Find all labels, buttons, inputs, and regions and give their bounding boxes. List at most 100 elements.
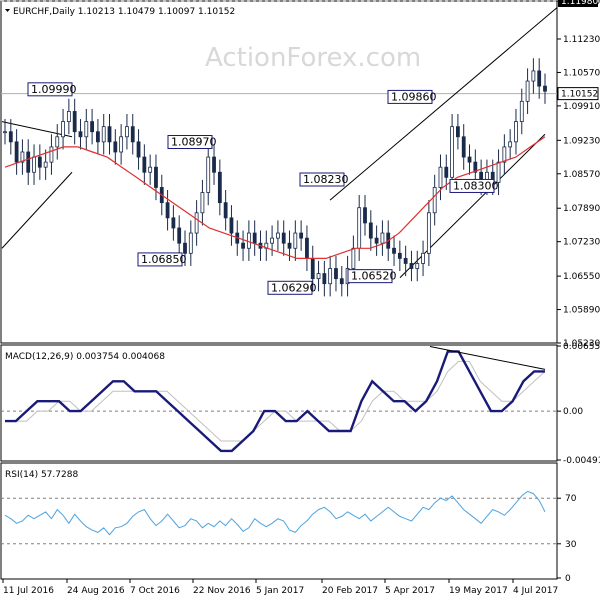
candle-body bbox=[287, 242, 292, 249]
candle-body bbox=[3, 131, 7, 134]
candle-body bbox=[61, 121, 65, 138]
price-ytick-label: 1.11230 bbox=[563, 35, 600, 45]
annotation-box bbox=[267, 280, 313, 295]
candle-body bbox=[537, 70, 542, 87]
candle-body bbox=[130, 126, 135, 143]
candle-body bbox=[142, 156, 147, 173]
price-ytick-label: 1.05890 bbox=[563, 306, 600, 316]
candle-body bbox=[496, 161, 501, 183]
chart-header: EURCHF,Daily 1.10213 1.10479 1.10097 1.1… bbox=[13, 7, 235, 17]
top-level-label: 1.11980 bbox=[561, 0, 598, 7]
candle-body bbox=[473, 161, 478, 173]
candle-body bbox=[223, 202, 228, 219]
candle-body bbox=[305, 237, 309, 259]
annotation-box bbox=[387, 89, 433, 104]
price-ytick-label: 1.07230 bbox=[563, 238, 600, 248]
watermark: ActionForex.com bbox=[205, 43, 421, 73]
macd-lines bbox=[1, 346, 557, 453]
candle-body bbox=[270, 237, 274, 244]
x-tick-label: 24 Aug 2016 bbox=[67, 586, 125, 596]
candle-body bbox=[293, 232, 298, 249]
annotation-label: 1.09990 bbox=[31, 83, 77, 96]
candle-body bbox=[84, 121, 89, 138]
candle-body bbox=[217, 171, 222, 204]
annotation-box bbox=[27, 82, 73, 97]
candle-body bbox=[188, 232, 193, 254]
candle-body bbox=[212, 156, 216, 173]
candle-body bbox=[450, 126, 454, 178]
x-tick-label: 11 Jul 2016 bbox=[3, 586, 54, 596]
candle-body bbox=[72, 111, 77, 133]
candle-body bbox=[334, 268, 338, 280]
price-grid bbox=[1, 0, 557, 95]
candle-body bbox=[456, 126, 460, 138]
price-ytick-label: 1.09910 bbox=[563, 102, 600, 112]
candle-body bbox=[78, 131, 83, 138]
price-ytick-label: 1.10570 bbox=[563, 68, 600, 78]
price-ytick-label: 1.09230 bbox=[563, 136, 600, 146]
rsi-panel bbox=[0, 462, 558, 580]
candle-body bbox=[148, 166, 153, 173]
candle-body bbox=[252, 232, 257, 244]
last-price-label: 1.10152 bbox=[561, 90, 598, 100]
candle-body bbox=[37, 156, 42, 168]
candle-body bbox=[409, 263, 414, 269]
candle-body bbox=[281, 232, 286, 244]
candle-body bbox=[368, 222, 373, 239]
candle-body bbox=[543, 85, 547, 92]
macd-ytick-label: 0.00 bbox=[563, 407, 583, 417]
candle-body bbox=[322, 273, 327, 285]
macd-yaxis: 0.006554 0.00 -0.004916 bbox=[557, 342, 600, 466]
candle-body bbox=[374, 237, 379, 244]
price-yaxis: 1.11980 1.11230 1.10570 1.09910 1.09230 1.085… bbox=[557, 0, 600, 349]
candle-body bbox=[531, 70, 536, 82]
candle-body bbox=[43, 161, 48, 168]
candle-body bbox=[113, 141, 118, 153]
macd-ytick-label: -0.004916 bbox=[563, 456, 600, 466]
candle-body bbox=[461, 136, 466, 158]
annotation-label: 1.08300 bbox=[453, 179, 499, 192]
candle-body bbox=[444, 166, 449, 178]
rsi-ytick-label: 30 bbox=[565, 540, 577, 550]
triangle-lower-line bbox=[1, 171, 73, 249]
candle-body bbox=[397, 252, 402, 259]
candle-body bbox=[467, 156, 472, 163]
annotation-label: 1.06520 bbox=[351, 270, 397, 283]
candle-body bbox=[14, 141, 19, 163]
candle-body bbox=[101, 126, 106, 143]
candle-body bbox=[415, 263, 420, 269]
candle-body bbox=[154, 166, 158, 188]
candle-body bbox=[55, 136, 60, 148]
macd-panel bbox=[0, 344, 558, 462]
candle-body bbox=[392, 247, 396, 254]
candle-body bbox=[432, 187, 437, 214]
candle-body bbox=[426, 212, 431, 254]
candle-body bbox=[229, 217, 234, 234]
x-tick-label: 5 Jan 2017 bbox=[256, 586, 304, 596]
annotation-label: 1.09860 bbox=[391, 90, 437, 103]
candle-body bbox=[363, 207, 367, 224]
macd-trend-line bbox=[429, 346, 546, 370]
price-ytick-label: 1.05230 bbox=[563, 339, 600, 349]
candle-body bbox=[351, 247, 356, 269]
candle-body bbox=[519, 100, 524, 122]
candle-body bbox=[206, 156, 211, 193]
candle-body bbox=[276, 232, 280, 239]
x-tick-label: 4 Jul 2017 bbox=[513, 586, 558, 596]
candle-body bbox=[96, 131, 100, 143]
candle-body bbox=[136, 141, 141, 158]
annotation-box bbox=[299, 172, 345, 187]
rsi-line bbox=[4, 490, 546, 536]
top-level-marker bbox=[558, 0, 598, 7]
x-tick-label: 5 Apr 2017 bbox=[385, 586, 435, 596]
candle-body bbox=[241, 242, 245, 249]
candle-body bbox=[183, 242, 187, 254]
x-tick-label: 22 Nov 2016 bbox=[193, 586, 251, 596]
candle-body bbox=[125, 126, 129, 138]
candle-body bbox=[380, 232, 385, 244]
channel-upper-line bbox=[329, 7, 558, 201]
candle-body bbox=[66, 111, 71, 122]
price-ytick-label: 1.07890 bbox=[563, 204, 600, 214]
annotation-label: 1.06290 bbox=[271, 281, 317, 294]
